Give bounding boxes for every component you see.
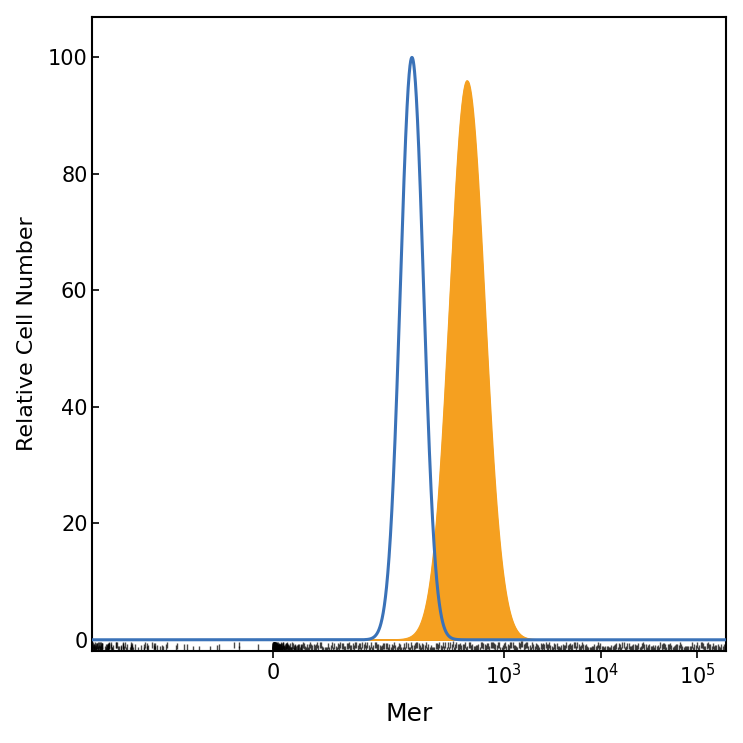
Y-axis label: Relative Cell Number: Relative Cell Number — [16, 217, 36, 452]
X-axis label: Mer: Mer — [386, 702, 433, 727]
